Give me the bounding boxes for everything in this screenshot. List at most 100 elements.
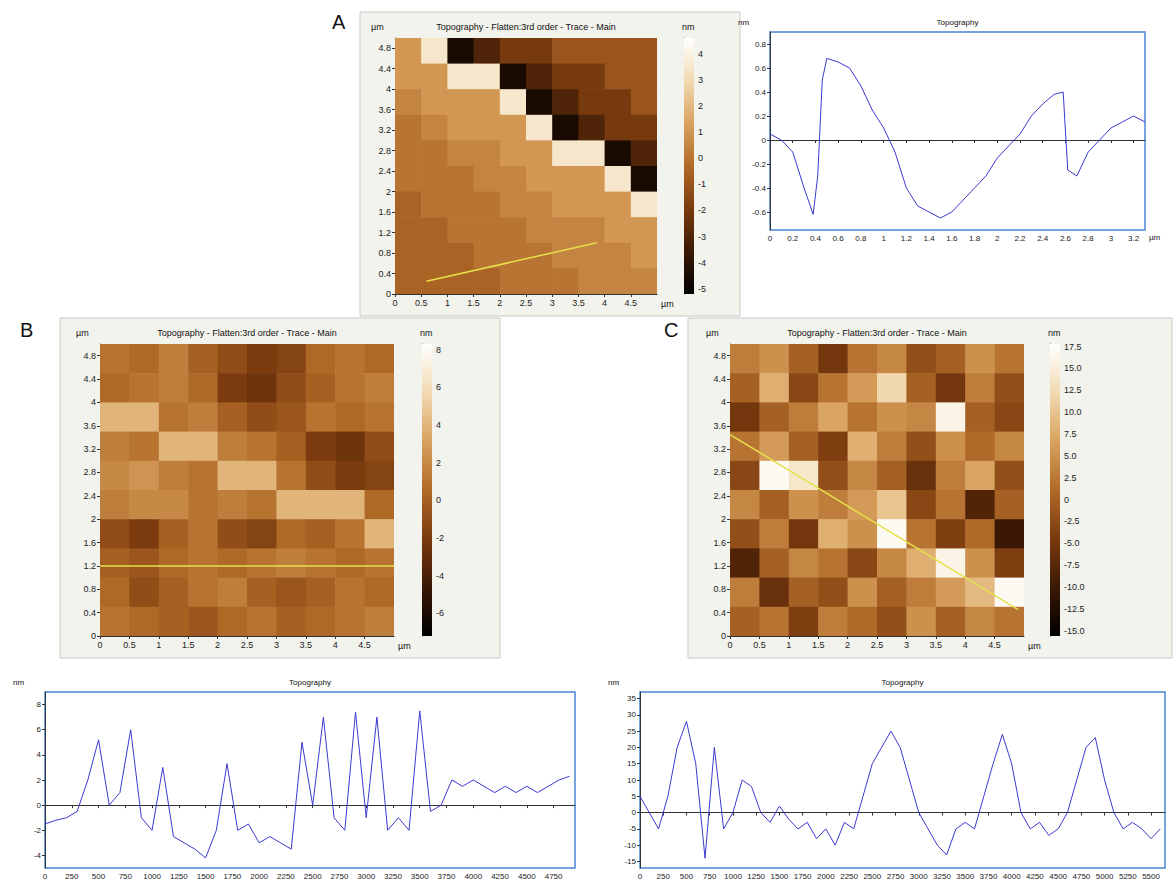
svg-text:2: 2 bbox=[436, 458, 441, 468]
svg-text:3750: 3750 bbox=[438, 872, 456, 881]
svg-text:-5: -5 bbox=[698, 284, 706, 294]
svg-text:3.6: 3.6 bbox=[378, 105, 391, 115]
svg-text:Topography - Flatten:3rd order: Topography - Flatten:3rd order - Trace -… bbox=[787, 328, 967, 338]
svg-text:4: 4 bbox=[698, 49, 703, 59]
svg-text:750: 750 bbox=[703, 872, 717, 881]
svg-text:1.2: 1.2 bbox=[378, 228, 391, 238]
svg-text:4.8: 4.8 bbox=[83, 351, 96, 361]
svg-text:4: 4 bbox=[721, 397, 726, 407]
svg-text:4250: 4250 bbox=[491, 872, 509, 881]
svg-text:15: 15 bbox=[627, 759, 636, 768]
svg-text:4000: 4000 bbox=[1003, 872, 1021, 881]
svg-text:0: 0 bbox=[386, 289, 391, 299]
svg-text:1.5: 1.5 bbox=[467, 298, 480, 308]
svg-text:-2: -2 bbox=[698, 205, 706, 215]
svg-text:4: 4 bbox=[436, 420, 441, 430]
svg-text:4.8: 4.8 bbox=[713, 351, 726, 361]
svg-text:15.0: 15.0 bbox=[1064, 363, 1082, 373]
svg-text:0: 0 bbox=[436, 495, 441, 505]
svg-text:2: 2 bbox=[845, 640, 850, 650]
svg-text:B: B bbox=[20, 319, 33, 341]
svg-text:0: 0 bbox=[97, 640, 102, 650]
svg-text:-4: -4 bbox=[698, 258, 706, 268]
svg-text:-1: -1 bbox=[698, 179, 706, 189]
svg-text:0.8: 0.8 bbox=[755, 40, 767, 49]
svg-text:3: 3 bbox=[698, 75, 703, 85]
svg-text:3.2: 3.2 bbox=[83, 444, 96, 454]
svg-text:2250: 2250 bbox=[277, 872, 295, 881]
svg-text:4: 4 bbox=[602, 298, 607, 308]
svg-text:2.5: 2.5 bbox=[241, 640, 254, 650]
svg-text:2750: 2750 bbox=[887, 872, 905, 881]
svg-text:0.6: 0.6 bbox=[755, 64, 767, 73]
svg-text:4.4: 4.4 bbox=[713, 374, 726, 384]
svg-text:2: 2 bbox=[386, 187, 391, 197]
svg-text:25: 25 bbox=[627, 727, 636, 736]
svg-text:µm: µm bbox=[1149, 233, 1161, 242]
svg-text:2.5: 2.5 bbox=[871, 640, 884, 650]
svg-text:-10.0: -10.0 bbox=[1064, 582, 1085, 592]
svg-text:1.6: 1.6 bbox=[378, 207, 391, 217]
svg-text:Topography: Topography bbox=[937, 18, 979, 27]
svg-text:-5.0: -5.0 bbox=[1064, 538, 1080, 548]
svg-text:0.4: 0.4 bbox=[713, 608, 726, 618]
svg-text:1250: 1250 bbox=[747, 872, 765, 881]
svg-text:4: 4 bbox=[386, 84, 391, 94]
svg-text:4000: 4000 bbox=[464, 872, 482, 881]
svg-text:4.8: 4.8 bbox=[378, 43, 391, 53]
svg-text:750: 750 bbox=[119, 872, 133, 881]
svg-text:1.8: 1.8 bbox=[969, 234, 981, 243]
svg-text:0: 0 bbox=[698, 153, 703, 163]
svg-text:µm: µm bbox=[371, 22, 384, 32]
svg-text:1.5: 1.5 bbox=[182, 640, 195, 650]
svg-text:2: 2 bbox=[37, 776, 42, 785]
svg-text:3: 3 bbox=[550, 298, 555, 308]
svg-text:6: 6 bbox=[37, 725, 42, 734]
svg-text:0: 0 bbox=[638, 872, 643, 881]
svg-text:2.8: 2.8 bbox=[1083, 234, 1095, 243]
svg-text:3: 3 bbox=[904, 640, 909, 650]
svg-text:500: 500 bbox=[680, 872, 694, 881]
svg-text:1.2: 1.2 bbox=[83, 561, 96, 571]
svg-text:2.5: 2.5 bbox=[520, 298, 533, 308]
svg-text:A: A bbox=[332, 11, 346, 33]
svg-text:5500: 5500 bbox=[1142, 872, 1160, 881]
svg-text:4500: 4500 bbox=[1049, 872, 1067, 881]
svg-text:0.8: 0.8 bbox=[83, 584, 96, 594]
svg-text:2750: 2750 bbox=[331, 872, 349, 881]
svg-text:1.6: 1.6 bbox=[946, 234, 958, 243]
svg-text:2.4: 2.4 bbox=[713, 491, 726, 501]
svg-text:2000: 2000 bbox=[817, 872, 835, 881]
svg-text:0: 0 bbox=[762, 136, 767, 145]
svg-text:2: 2 bbox=[215, 640, 220, 650]
svg-text:2000: 2000 bbox=[250, 872, 268, 881]
svg-text:0.6: 0.6 bbox=[833, 234, 845, 243]
svg-text:Topography: Topography bbox=[289, 678, 331, 687]
svg-text:-3: -3 bbox=[698, 232, 706, 242]
svg-text:-15: -15 bbox=[624, 857, 636, 866]
svg-text:0: 0 bbox=[91, 631, 96, 641]
svg-text:2.2: 2.2 bbox=[1014, 234, 1026, 243]
svg-text:4250: 4250 bbox=[1026, 872, 1044, 881]
svg-text:-6: -6 bbox=[436, 608, 444, 618]
svg-text:1: 1 bbox=[698, 127, 703, 137]
svg-text:250: 250 bbox=[65, 872, 79, 881]
svg-text:4: 4 bbox=[333, 640, 338, 650]
svg-text:4.4: 4.4 bbox=[378, 64, 391, 74]
svg-text:1.5: 1.5 bbox=[812, 640, 825, 650]
svg-text:nm: nm bbox=[608, 678, 619, 687]
svg-text:0.8: 0.8 bbox=[378, 248, 391, 258]
svg-text:5: 5 bbox=[632, 792, 637, 801]
svg-text:6: 6 bbox=[436, 382, 441, 392]
svg-text:1500: 1500 bbox=[197, 872, 215, 881]
svg-text:2500: 2500 bbox=[304, 872, 322, 881]
svg-text:0.4: 0.4 bbox=[378, 269, 391, 279]
svg-text:0.8: 0.8 bbox=[713, 584, 726, 594]
svg-text:2: 2 bbox=[497, 298, 502, 308]
svg-text:0: 0 bbox=[632, 808, 637, 817]
svg-text:10.0: 10.0 bbox=[1064, 407, 1082, 417]
svg-text:0: 0 bbox=[1064, 495, 1069, 505]
svg-text:-4: -4 bbox=[436, 571, 444, 581]
svg-text:0.5: 0.5 bbox=[415, 298, 428, 308]
svg-text:3.6: 3.6 bbox=[83, 421, 96, 431]
